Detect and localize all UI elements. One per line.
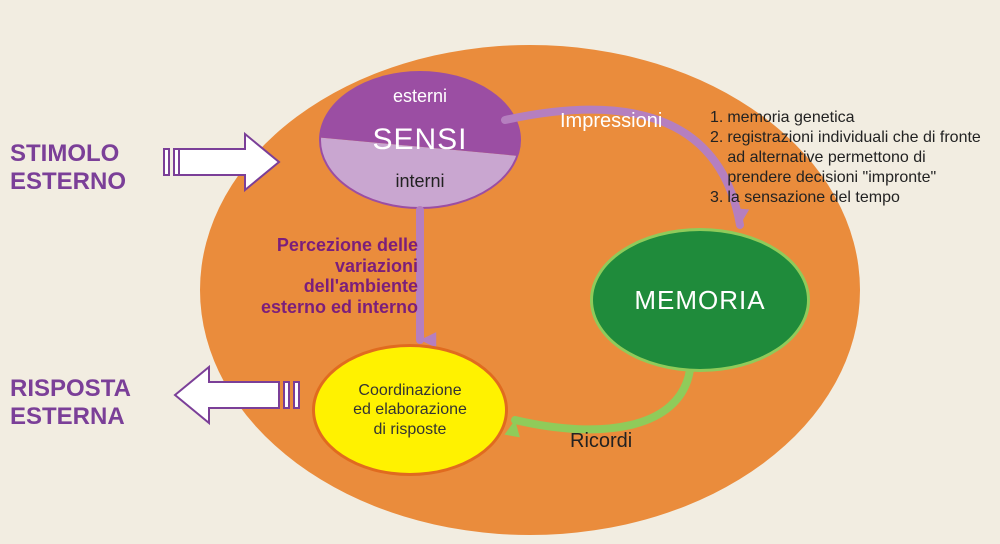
memoria-list-number: 3. [710,188,727,208]
stimolo-line2: ESTERNO [10,168,126,196]
percezione-label: Percezione delle variazioni dell'ambient… [218,235,418,318]
stimolo-line1: STIMOLO [10,140,126,168]
memoria-list-item: 3. la sensazione del tempo [710,188,990,208]
memoria-list-number: 2. [710,128,727,188]
sensi-node: esterni SENSI interni [320,72,520,208]
ricordi-label: Ricordi [570,430,632,453]
impressioni-label: Impressioni [560,110,662,133]
risposta-line1: RISPOSTA [10,375,131,403]
risposta-line2: ESTERNA [10,403,131,431]
percezione-line1: Percezione delle [218,235,418,256]
memoria-list-number: 1. [710,108,727,128]
memoria-list-text: memoria genetica [727,108,854,128]
memoria-list-text: registrazioni individuali che di fronte … [727,128,990,188]
sensi-lower-label: interni [395,171,444,192]
coordinazione-node: Coordinazione ed elaborazione di rispost… [312,344,508,476]
risposta-esterna-label: RISPOSTA ESTERNA [10,375,131,430]
percezione-line2: variazioni dell'ambiente [218,256,418,297]
memoria-list-item: 2. registrazioni individuali che di fron… [710,128,990,188]
coord-line3: di risposte [374,420,447,439]
memoria-list: 1. memoria genetica2. registrazioni indi… [710,108,990,208]
memoria-list-text: la sensazione del tempo [727,188,900,208]
sensi-upper-label: esterni [393,86,447,107]
percezione-line3: esterno ed interno [218,297,418,318]
memoria-title: MEMORIA [634,285,765,316]
memoria-list-item: 1. memoria genetica [710,108,990,128]
diagram-canvas: esterni SENSI interni MEMORIA Coordinazi… [0,0,1000,544]
memoria-node: MEMORIA [590,228,810,372]
sensi-title: SENSI [372,123,467,157]
coord-line1: Coordinazione [358,381,461,400]
stimolo-esterno-label: STIMOLO ESTERNO [10,140,126,195]
coord-line2: ed elaborazione [353,400,467,419]
